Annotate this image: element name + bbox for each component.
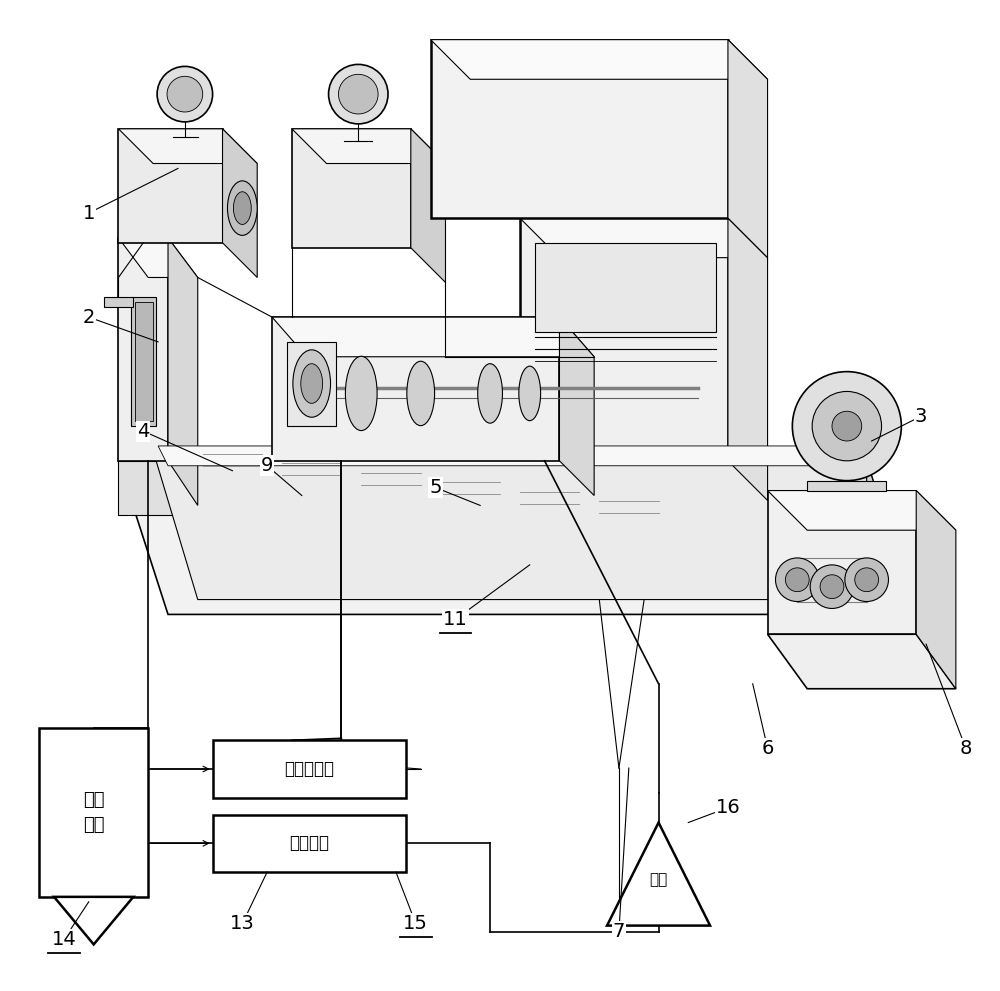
Polygon shape — [223, 129, 257, 277]
Polygon shape — [168, 238, 198, 505]
Polygon shape — [768, 491, 916, 634]
Circle shape — [338, 74, 378, 114]
Circle shape — [832, 411, 862, 441]
Circle shape — [775, 558, 819, 602]
Text: 8: 8 — [960, 738, 972, 758]
Circle shape — [820, 575, 844, 599]
Ellipse shape — [519, 366, 541, 421]
Polygon shape — [272, 317, 559, 461]
Text: 屏蔽接线盒: 屏蔽接线盒 — [284, 760, 334, 778]
Ellipse shape — [407, 362, 435, 426]
Ellipse shape — [345, 357, 377, 430]
Polygon shape — [867, 461, 916, 669]
Polygon shape — [916, 491, 956, 689]
Circle shape — [157, 66, 213, 122]
Text: 信号调理: 信号调理 — [289, 834, 329, 852]
Text: 7: 7 — [613, 922, 625, 941]
Polygon shape — [104, 297, 133, 307]
Polygon shape — [411, 129, 445, 282]
Bar — [135, 302, 153, 421]
Polygon shape — [54, 897, 133, 944]
Ellipse shape — [293, 350, 331, 417]
Ellipse shape — [478, 364, 502, 423]
Polygon shape — [607, 823, 710, 926]
Text: 1: 1 — [83, 203, 95, 223]
Text: 13: 13 — [230, 914, 255, 934]
Text: 放大: 放大 — [649, 872, 668, 888]
Text: 11: 11 — [443, 609, 468, 629]
Polygon shape — [520, 218, 728, 461]
Polygon shape — [118, 461, 916, 614]
Polygon shape — [118, 238, 168, 461]
Circle shape — [812, 391, 882, 461]
Ellipse shape — [301, 364, 323, 403]
Polygon shape — [728, 218, 768, 500]
Polygon shape — [118, 129, 257, 164]
Text: 3: 3 — [915, 406, 927, 426]
Polygon shape — [728, 40, 768, 258]
Text: 4: 4 — [137, 421, 149, 441]
Polygon shape — [807, 481, 886, 491]
Circle shape — [785, 568, 809, 592]
Bar — [535, 243, 716, 332]
Polygon shape — [118, 238, 198, 277]
Polygon shape — [272, 317, 594, 357]
Text: 5: 5 — [429, 478, 442, 497]
Text: 16: 16 — [716, 798, 740, 818]
Polygon shape — [118, 129, 223, 243]
Circle shape — [845, 558, 888, 602]
Text: 14: 14 — [52, 930, 76, 949]
Polygon shape — [292, 129, 411, 248]
Polygon shape — [118, 461, 867, 515]
Circle shape — [792, 372, 901, 481]
Polygon shape — [520, 218, 768, 258]
Polygon shape — [559, 317, 594, 496]
Polygon shape — [287, 342, 336, 426]
Polygon shape — [431, 40, 768, 79]
Text: 数据
采集: 数据 采集 — [83, 791, 104, 834]
Circle shape — [810, 565, 854, 608]
Bar — [39, 728, 148, 897]
Bar — [213, 815, 406, 872]
Text: 15: 15 — [403, 914, 428, 934]
Bar — [131, 297, 156, 426]
Polygon shape — [768, 634, 956, 689]
Polygon shape — [292, 129, 445, 164]
Ellipse shape — [233, 192, 251, 225]
Circle shape — [167, 76, 203, 112]
Text: 2: 2 — [83, 307, 95, 327]
Polygon shape — [153, 451, 882, 600]
Polygon shape — [768, 491, 956, 530]
Polygon shape — [158, 446, 852, 466]
Text: 9: 9 — [261, 456, 273, 476]
Text: 6: 6 — [761, 738, 774, 758]
Circle shape — [329, 64, 388, 124]
Bar — [213, 740, 406, 798]
Ellipse shape — [227, 180, 257, 236]
Polygon shape — [431, 40, 728, 218]
Circle shape — [855, 568, 879, 592]
